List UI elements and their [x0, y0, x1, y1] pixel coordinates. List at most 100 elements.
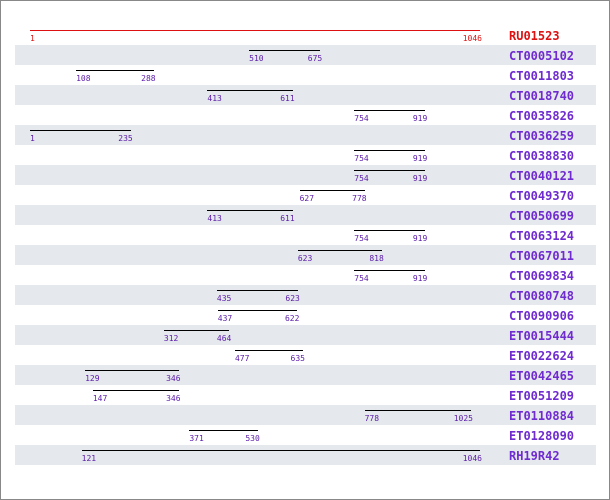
range-end-label: 288 — [141, 74, 156, 83]
alignment-id-link[interactable]: CT0011803 — [509, 69, 575, 83]
alignment-range-line — [92, 390, 179, 391]
alignment-row: 1 235 CT0036259 — [15, 125, 596, 145]
alignment-id-link[interactable]: CT0036259 — [509, 129, 575, 143]
alignment-row: 778 1025 ET0110884 — [15, 405, 596, 425]
range-end-label: 919 — [412, 274, 428, 283]
range-start-label: 1 — [30, 134, 35, 143]
alignment-id-link[interactable]: ET0110884 — [509, 409, 575, 423]
range-end-label: 1025 — [453, 414, 473, 423]
alignment-id-link[interactable]: ET0022624 — [509, 349, 575, 363]
alignment-range-line — [207, 90, 293, 91]
range-end-label: 611 — [280, 94, 295, 103]
range-start-label: 121 — [81, 454, 97, 463]
alignment-id-link[interactable]: CT0049370 — [509, 189, 575, 203]
range-start-label: 510 — [249, 54, 264, 63]
range-end-label: 778 — [352, 194, 367, 203]
alignment-row: 413 611 CT0050699 — [15, 205, 596, 225]
alignment-row: 510 675 CT0005102 — [15, 45, 596, 65]
alignment-id-link[interactable]: RH19R42 — [509, 449, 560, 463]
alignment-row: 147 346 ET0051209 — [15, 385, 596, 405]
range-start-label: 754 — [354, 114, 369, 123]
alignment-row: 437 622 CT0090906 — [15, 305, 596, 325]
alignment-range-line — [299, 190, 365, 191]
alignment-range-line — [217, 310, 298, 311]
range-end-label: 611 — [280, 214, 295, 223]
alignment-range-line — [207, 210, 293, 211]
alignment-row: 477 635 ET0022624 — [15, 345, 596, 365]
alignment-id-link[interactable]: CT0038830 — [509, 149, 575, 163]
alignment-row: 627 778 CT0049370 — [15, 185, 596, 205]
alignment-range-line — [354, 230, 426, 231]
alignment-range-line — [234, 350, 303, 351]
range-start-label: 754 — [354, 274, 369, 283]
alignment-range-line — [354, 170, 426, 171]
range-end-label: 919 — [412, 154, 428, 163]
range-start-label: 413 — [207, 94, 222, 103]
alignment-row: 435 623 CT0080748 — [15, 285, 596, 305]
reference-row: 1 1046 RU01523 — [15, 25, 596, 45]
alignment-range-line — [249, 50, 321, 51]
range-end-label: 919 — [412, 174, 428, 183]
range-end-label: 346 — [166, 394, 181, 403]
alignment-range-line — [81, 450, 480, 451]
range-end-label: 235 — [118, 134, 133, 143]
alignment-row: 312 464 ET0015444 — [15, 325, 596, 345]
alignment-id-link[interactable]: CT0080748 — [509, 289, 575, 303]
range-end-label: 675 — [307, 54, 323, 63]
alignment-range-line — [364, 410, 471, 411]
alignment-row: 371 530 ET0128090 — [15, 425, 596, 445]
alignment-row: 121 1046 RH19R42 — [15, 445, 596, 465]
range-start-label: 371 — [189, 434, 204, 443]
range-end-label: 530 — [245, 434, 260, 443]
alignment-id-link[interactable]: ET0015444 — [509, 329, 575, 343]
range-start-label: 147 — [92, 394, 108, 403]
reference-range-line — [30, 30, 480, 31]
alignment-range-line — [216, 290, 298, 291]
alignment-range-line — [354, 270, 426, 271]
alignment-range-line — [354, 150, 426, 151]
alignment-range-line — [354, 110, 426, 111]
alignment-id-link[interactable]: CT0035826 — [509, 109, 575, 123]
alignment-id-link[interactable]: CT0040121 — [509, 169, 575, 183]
alignment-id-link[interactable]: CT0005102 — [509, 49, 575, 63]
alignment-id-link[interactable]: CT0063124 — [509, 229, 575, 243]
range-end-label: 1046 — [462, 454, 482, 463]
range-end-label: 1046 — [462, 34, 482, 43]
alignment-id-link[interactable]: CT0090906 — [509, 309, 575, 323]
range-end-label: 623 — [285, 294, 300, 303]
alignment-id-link[interactable]: CT0069834 — [509, 269, 575, 283]
range-start-label: 435 — [216, 294, 232, 303]
alignment-id-link[interactable]: CT0050699 — [509, 209, 575, 223]
range-end-label: 346 — [166, 374, 181, 383]
alignment-row: 754 919 CT0069834 — [15, 265, 596, 285]
alignment-row: 754 919 CT0038830 — [15, 145, 596, 165]
alignment-row: 413 611 CT0018740 — [15, 85, 596, 105]
alignment-id-link[interactable]: ET0128090 — [509, 429, 575, 443]
range-start-label: 627 — [299, 194, 315, 203]
alignment-row: 623 818 CT0067011 — [15, 245, 596, 265]
reference-id-label: RU01523 — [509, 29, 560, 43]
range-start-label: 754 — [354, 174, 369, 183]
range-end-label: 818 — [369, 254, 384, 263]
range-start-label: 108 — [76, 74, 91, 83]
range-start-label: 413 — [207, 214, 222, 223]
range-end-label: 919 — [412, 114, 428, 123]
alignment-range-line — [30, 130, 131, 131]
range-end-label: 622 — [284, 314, 300, 323]
alignment-range-line — [76, 70, 154, 71]
range-start-label: 437 — [217, 314, 233, 323]
range-start-label: 477 — [234, 354, 250, 363]
range-end-label: 919 — [412, 234, 428, 243]
range-start-label: 754 — [354, 234, 369, 243]
alignment-id-link[interactable]: ET0051209 — [509, 389, 575, 403]
alignment-id-link[interactable]: CT0018740 — [509, 89, 575, 103]
alignment-range-line — [297, 250, 382, 251]
alignment-id-link[interactable]: ET0042465 — [509, 369, 575, 383]
range-start-label: 623 — [297, 254, 313, 263]
alignment-row: 754 919 CT0040121 — [15, 165, 596, 185]
alignment-row: 129 346 ET0042465 — [15, 365, 596, 385]
alignment-id-link[interactable]: CT0067011 — [509, 249, 575, 263]
alignment-range-line — [189, 430, 258, 431]
alignment-row: 754 919 CT0035826 — [15, 105, 596, 125]
range-start-label: 129 — [85, 374, 100, 383]
